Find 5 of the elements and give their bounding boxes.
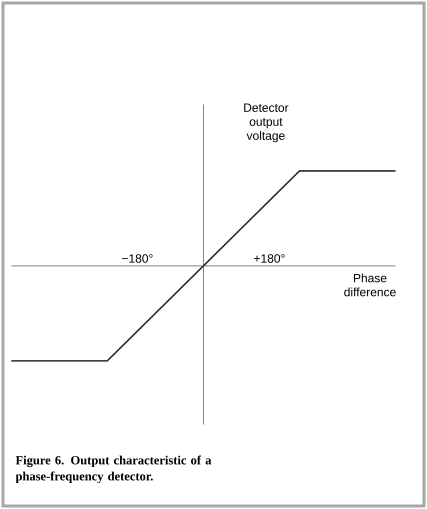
x-axis-title: Phase difference: [344, 274, 396, 296]
x-tick-label: −180°: [122, 254, 153, 263]
caption: Figure 6. Output characteristic of a phase-frequency detector.: [16, 456, 212, 484]
x-tick-label: +180°: [254, 254, 285, 263]
y-axis-title: Detector output voltage: [244, 104, 288, 142]
